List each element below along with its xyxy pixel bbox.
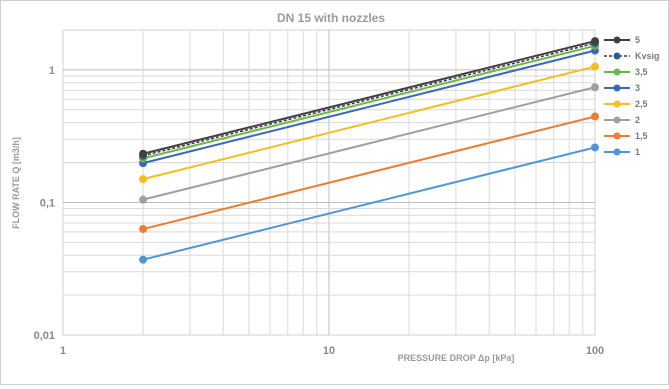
- series-1-5: [139, 112, 599, 234]
- legend-marker: [613, 116, 621, 124]
- data-point: [139, 175, 148, 184]
- legend-label: 5: [635, 35, 640, 45]
- series-line: [142, 42, 596, 157]
- legend-item: 2,5: [604, 99, 648, 109]
- legend-label: 3: [635, 83, 640, 93]
- x-axis-label: PRESSURE DROP Δp [kPa]: [398, 353, 515, 363]
- x-tick-label: 10: [323, 345, 335, 357]
- legend: 5 Kvsig 3,5 3 2,5 2 1,5 1: [604, 35, 660, 157]
- tick-labels: 1 10 100 0,01 0,1 1: [34, 65, 605, 357]
- y-axis-label: FLOW RATE Q [m3/h]: [11, 137, 21, 229]
- data-point: [591, 143, 599, 152]
- series-line: [142, 40, 596, 155]
- legend-label: Kvsig: [635, 51, 660, 61]
- data-point: [139, 149, 148, 158]
- legend-label: 1,5: [635, 131, 648, 141]
- series-2-5: [139, 62, 599, 184]
- legend-label: 2: [635, 115, 640, 125]
- legend-marker: [613, 36, 621, 44]
- data-point: [591, 62, 599, 71]
- legend-item: 5: [604, 35, 640, 45]
- series-line: [142, 115, 596, 231]
- legend-label: 1: [635, 147, 640, 157]
- y-tick-label: 0,1: [40, 197, 55, 209]
- legend-marker: [613, 148, 621, 156]
- legend-marker: [613, 84, 621, 92]
- legend-item: 1: [604, 147, 640, 157]
- legend-marker: [613, 68, 621, 76]
- data-point: [591, 83, 599, 92]
- legend-item: Kvsig: [604, 51, 660, 61]
- data-point: [139, 255, 148, 264]
- series-line: [142, 146, 596, 261]
- legend-item: 3: [604, 83, 640, 93]
- series-line: [142, 44, 596, 160]
- data-point: [139, 195, 148, 204]
- legend-label: 3,5: [635, 67, 648, 77]
- series-line: [142, 86, 596, 201]
- y-tick-label: 0,01: [34, 330, 55, 342]
- data-point: [139, 225, 148, 234]
- series-2: [139, 83, 599, 204]
- series-line: [142, 65, 596, 181]
- x-tick-label: 100: [586, 345, 604, 357]
- series-line: [142, 49, 596, 165]
- series-lines: [139, 37, 599, 264]
- data-point: [591, 112, 599, 121]
- x-tick-label: 1: [60, 345, 66, 357]
- legend-marker: [613, 52, 621, 60]
- legend-marker: [613, 100, 621, 108]
- series-3: [139, 46, 599, 168]
- series-5: [139, 37, 599, 158]
- legend-item: 1,5: [604, 131, 648, 141]
- y-tick-label: 1: [49, 65, 55, 77]
- data-point: [591, 37, 599, 46]
- series-1: [139, 143, 599, 264]
- chart-title: DN 15 with nozzles: [277, 11, 385, 25]
- grid: [62, 29, 596, 336]
- legend-item: 3,5: [604, 67, 648, 77]
- legend-label: 2,5: [635, 99, 648, 109]
- legend-item: 2: [604, 115, 640, 125]
- legend-marker: [613, 132, 621, 140]
